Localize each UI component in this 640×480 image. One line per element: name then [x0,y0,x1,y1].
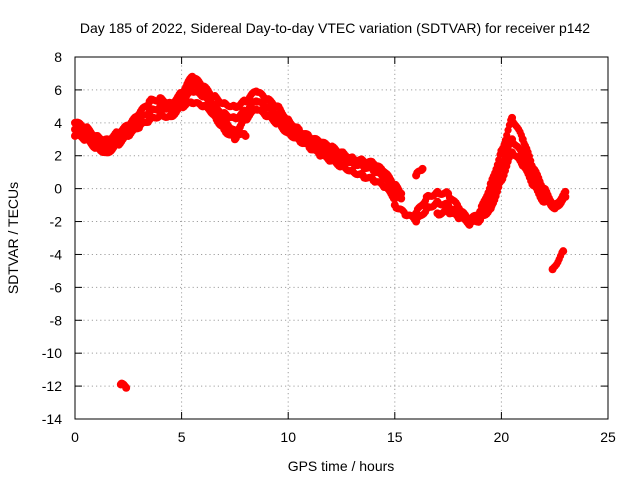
x-tick-label: 5 [178,429,186,445]
y-tick-label: 8 [54,49,62,65]
y-tick-label: 0 [54,181,62,197]
data-point [122,383,131,392]
y-tick-labels: -14 -12 -10 -8 -6 -4 -2 0 2 4 6 8 [42,49,62,427]
y-tick-label: -12 [42,378,62,394]
y-tick-label: -8 [50,312,63,328]
data-point [561,192,570,201]
x-tick-label: 0 [71,429,79,445]
data-point [540,197,549,206]
x-tick-label: 25 [600,429,616,445]
y-tick-label: -2 [50,214,63,230]
series-segment-k [548,247,568,274]
grid [75,57,608,419]
series-track-e [209,110,250,144]
y-tick-label: -10 [42,345,62,361]
data-point [397,194,406,203]
axis-ticks [74,56,609,420]
series-track-j [433,148,549,228]
y-tick-label: 4 [54,115,62,131]
y-tick-label: 2 [54,148,62,164]
x-tick-labels: 0 5 10 15 20 25 [71,429,616,445]
data-point [241,113,250,122]
data-point [241,131,250,140]
y-tick-label: -14 [42,411,62,427]
data-points [71,72,570,392]
data-point [559,247,568,256]
chart-title: Day 185 of 2022, Sidereal Day-to-day VTE… [80,20,590,36]
series-segment-g [412,164,427,180]
data-point [390,194,399,203]
x-tick-label: 10 [280,429,296,445]
y-tick-label: 6 [54,82,62,98]
data-point [418,164,427,173]
plot-border [74,56,609,420]
x-axis-label: GPS time / hours [288,458,395,474]
series-segment-l [116,379,131,392]
y-axis-label: SDTVAR / TECUs [5,182,21,294]
x-tick-label: 20 [494,429,510,445]
y-tick-label: -6 [50,279,63,295]
x-tick-label: 15 [387,429,403,445]
y-tick-label: -4 [50,246,63,262]
